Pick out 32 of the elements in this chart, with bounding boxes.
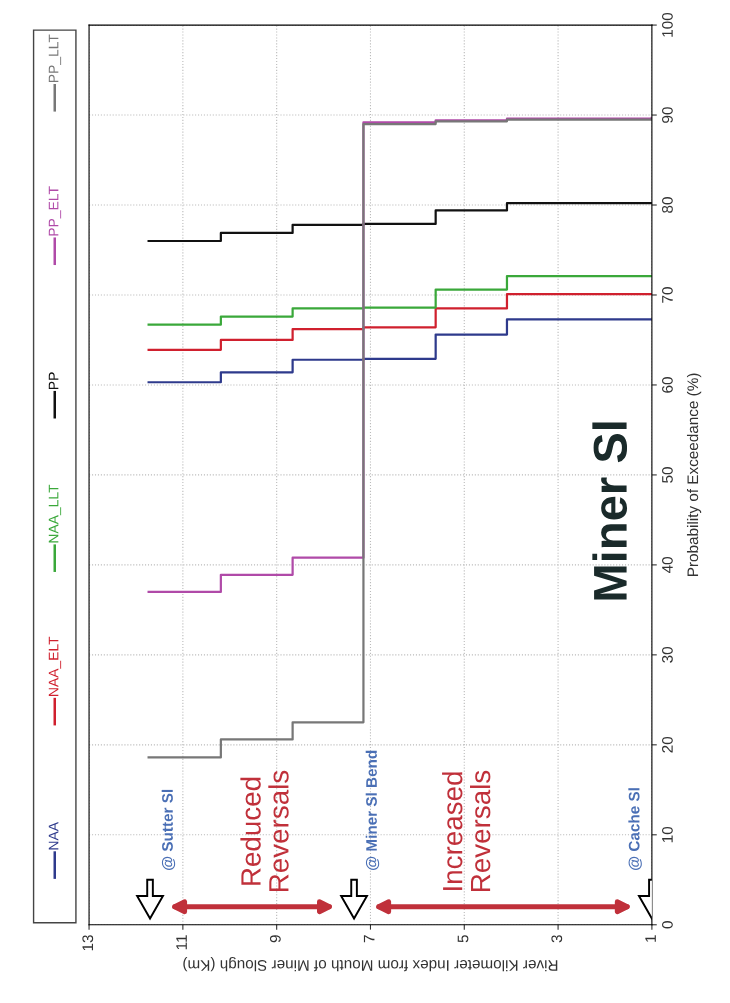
y-axis-title: Probability of Exceedance (%): [686, 373, 702, 576]
y-tick-label: 90: [662, 107, 673, 123]
text: PP_ELT: [48, 186, 62, 236]
annotation: Miner Sl: [592, 422, 628, 600]
y-tick-label: 70: [662, 287, 673, 303]
annotation: @ Miner Sl Bend: [365, 750, 380, 870]
y-tick-label: 30: [662, 646, 673, 663]
text: NAA_LLT: [48, 484, 62, 543]
y-tick-label: 80: [662, 197, 673, 213]
text: PP: [48, 372, 59, 390]
x-tick-label: 5: [457, 935, 469, 943]
x-tick-label: 7: [363, 935, 375, 943]
x-tick-label: 11: [176, 935, 187, 950]
annotation: @ Sutter Sl: [161, 789, 176, 870]
annotation: Increased Reversals: [442, 770, 491, 891]
x-axis-title: River Kilometer Index from Mouth of Miner Slough (Km): [183, 957, 558, 972]
x-tick-label: 1: [645, 935, 656, 942]
text: NAA: [48, 822, 59, 850]
y-tick-label: 60: [662, 377, 673, 393]
x-tick-label: 13: [82, 935, 94, 951]
annotation: Reduced Reversals: [240, 770, 289, 891]
y-tick-label: 40: [662, 556, 673, 574]
text: PP_LLT: [48, 34, 62, 83]
x-tick-label: 3: [551, 935, 563, 943]
y-tick-label: 100: [662, 12, 673, 37]
x-tick-label: 9: [269, 935, 281, 943]
y-tick-label: 50: [662, 467, 673, 483]
y-tick-label: 20: [662, 736, 673, 753]
text: NAA_ELT: [48, 636, 62, 696]
annotation: @ Cache Sl: [628, 788, 642, 870]
y-tick-label: 0: [662, 921, 673, 929]
y-tick-label: 10: [662, 826, 673, 843]
